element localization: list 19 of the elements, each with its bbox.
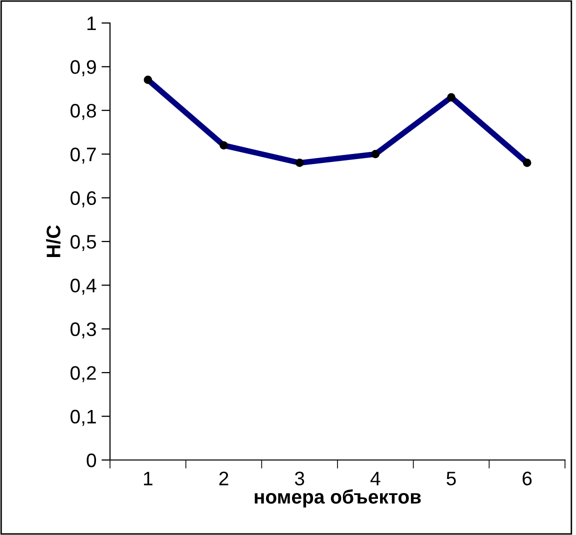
y-axis-title: H/C xyxy=(46,225,61,257)
y-tick-label: 0,7 xyxy=(70,148,96,164)
y-tick-label: 0 xyxy=(86,453,96,468)
x-axis-title: номера объектов xyxy=(254,489,421,508)
y-tick-label: 0,6 xyxy=(70,191,96,208)
x-tick-label: 6 xyxy=(522,472,532,486)
y-tick-label: 0,3 xyxy=(70,322,96,338)
x-tick-label: 4 xyxy=(370,472,380,486)
y-tick-label: 0,4 xyxy=(70,278,96,295)
y-tick-label: 0,9 xyxy=(70,60,96,76)
y-tick-label: 0,2 xyxy=(70,366,96,382)
x-tick-label: 1 xyxy=(144,472,152,486)
x-tick-label: 3 xyxy=(294,472,304,486)
x-tick-label: 5 xyxy=(446,472,456,486)
y-tick-label: 0,1 xyxy=(70,410,96,426)
x-tick-label: 2 xyxy=(219,472,228,486)
y-tick-label: 0,8 xyxy=(70,104,96,120)
y-tick-label: 1 xyxy=(87,16,96,30)
y-tick-label: 0,5 xyxy=(70,234,96,252)
